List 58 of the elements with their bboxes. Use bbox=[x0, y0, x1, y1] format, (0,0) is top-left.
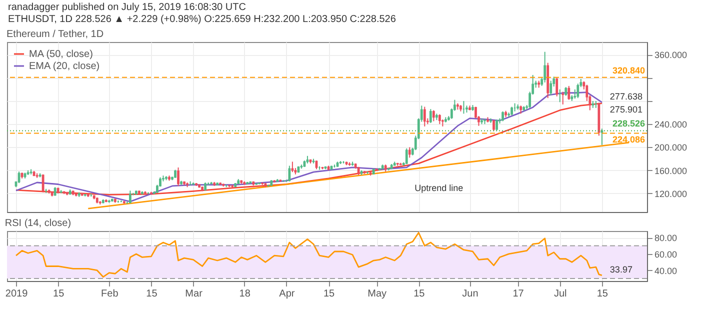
candlestick bbox=[405, 148, 408, 165]
candlestick bbox=[568, 85, 570, 100]
candlestick bbox=[291, 161, 294, 173]
y-tick-label: 200.000 bbox=[654, 142, 688, 153]
x-tick-label: 15 bbox=[596, 288, 608, 300]
candlestick bbox=[42, 174, 44, 193]
candlestick bbox=[496, 118, 498, 131]
x-tick-label: 15 bbox=[53, 288, 65, 300]
y-tick-label: 60.00 bbox=[654, 249, 678, 260]
candlestick bbox=[128, 190, 132, 204]
x-tick-label: 2019 bbox=[5, 288, 28, 300]
x-tick-label: 18 bbox=[239, 288, 251, 300]
candlestick bbox=[544, 51, 546, 83]
chart-title: Ethereum / Tether, 1D bbox=[6, 29, 104, 40]
chart-subtitle: ranadagger published on July 15, 2019 16:08:30 UTC bbox=[8, 2, 247, 14]
x-tick-label: Feb bbox=[101, 288, 119, 300]
x-tick-label: 15 bbox=[323, 288, 335, 300]
candlestick bbox=[556, 77, 558, 97]
x-tick-label: 15 bbox=[414, 288, 426, 300]
legend-label: EMA (20, close) bbox=[29, 61, 100, 72]
candlestick bbox=[432, 110, 435, 122]
candlestick bbox=[576, 83, 580, 99]
annotation: 33.97 bbox=[610, 264, 632, 274]
candlestick bbox=[438, 114, 441, 125]
chart-title: RSI (14, close) bbox=[4, 218, 72, 229]
y-tick-label: 360.000 bbox=[654, 50, 688, 60]
line-series bbox=[15, 232, 603, 278]
candlestick bbox=[429, 108, 432, 124]
candlestick bbox=[492, 120, 495, 132]
annotation: Uptrend line bbox=[414, 182, 464, 193]
x-tick-label: Apr bbox=[279, 288, 296, 300]
y-tick-label: 40.00 bbox=[654, 266, 678, 276]
x-tick-label: 15 bbox=[146, 288, 158, 300]
candlestick bbox=[288, 165, 291, 182]
line-series bbox=[15, 102, 603, 196]
y-tick-label: 240.000 bbox=[654, 120, 688, 130]
text: ETHUSDT, 1D 228.526 ▲ +2.229 (+0.98%) O:225.659 H:232.200 L:203.950 C:228.526 bbox=[8, 14, 397, 26]
ref-line-label: 228.526 bbox=[612, 118, 645, 129]
candlestick bbox=[177, 166, 180, 186]
candlestick bbox=[562, 91, 564, 105]
ref-line-label: 224.086 bbox=[612, 134, 645, 144]
x-tick-label: May bbox=[368, 288, 387, 300]
x-tick-label: Jun bbox=[462, 288, 478, 300]
ref-line-label: 320.840 bbox=[612, 65, 645, 76]
x-tick-label: Mar bbox=[185, 288, 204, 300]
annotation: 275.901 bbox=[610, 104, 642, 114]
candlestick bbox=[423, 106, 426, 127]
candlestick bbox=[600, 128, 604, 146]
candlestick bbox=[502, 110, 504, 122]
y-tick-label: 80.00 bbox=[654, 233, 678, 244]
legend-label: MA (50, close) bbox=[29, 49, 93, 60]
x-tick-label: Jul bbox=[554, 288, 567, 300]
candlestick bbox=[408, 146, 411, 158]
x-tick-label: 17 bbox=[512, 288, 524, 300]
annotation: 277.638 bbox=[610, 91, 642, 102]
y-tick-label: 120.000 bbox=[654, 188, 688, 199]
y-tick-label: 160.000 bbox=[654, 166, 688, 176]
candlestick bbox=[550, 80, 552, 96]
